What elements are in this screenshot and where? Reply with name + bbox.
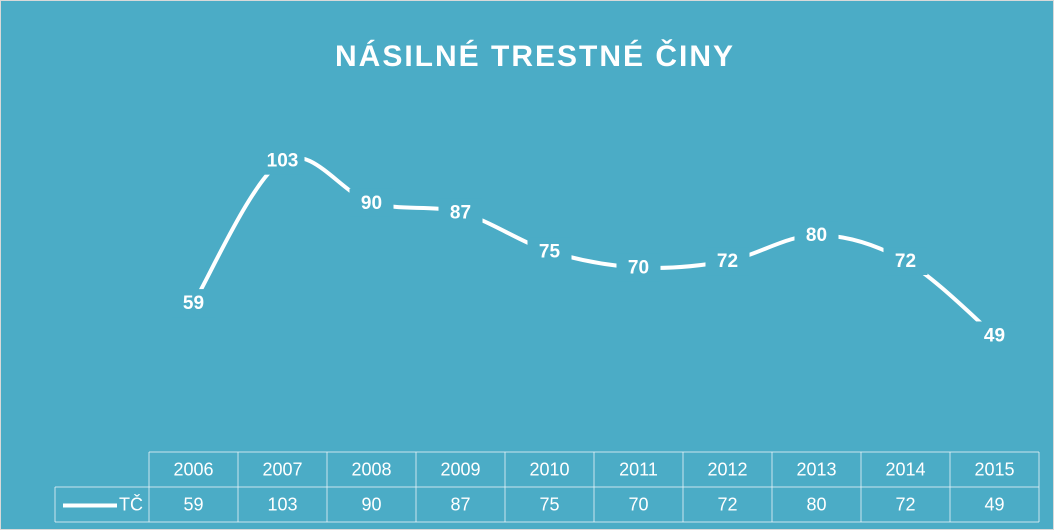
data-label: 90 xyxy=(361,193,382,214)
x-tick-label: 2014 xyxy=(885,459,925,479)
data-label: 80 xyxy=(806,225,827,246)
data-label: 72 xyxy=(717,251,738,272)
table-value: 70 xyxy=(628,494,648,514)
table-value: 75 xyxy=(539,494,559,514)
x-tick-label: 2008 xyxy=(351,459,391,479)
data-label: 70 xyxy=(628,258,649,279)
chart-title: NÁSILNÉ TRESTNÉ ČINY xyxy=(335,39,735,73)
table-value: 59 xyxy=(183,494,203,514)
label-bg xyxy=(171,289,216,318)
data-label: 59 xyxy=(183,293,204,314)
table-value: 103 xyxy=(267,494,297,514)
label-bg xyxy=(438,198,483,227)
label-bg xyxy=(972,321,1017,350)
label-bg xyxy=(705,247,750,276)
label-bg xyxy=(260,146,305,175)
label-bg xyxy=(349,188,394,217)
data-label: 103 xyxy=(267,151,299,172)
x-tick-label: 2006 xyxy=(173,459,213,479)
label-bg xyxy=(616,253,661,282)
table-value: 87 xyxy=(450,494,470,514)
table-value: 80 xyxy=(806,494,826,514)
legend-label: TČ xyxy=(119,493,143,514)
data-label: 75 xyxy=(539,241,561,262)
x-tick-label: 2009 xyxy=(440,459,480,479)
data-label: 87 xyxy=(450,202,471,223)
table-value: 72 xyxy=(895,494,915,514)
x-tick-label: 2010 xyxy=(529,459,569,479)
label-bg xyxy=(527,237,572,266)
table-value: 90 xyxy=(361,494,381,514)
x-tick-label: 2007 xyxy=(262,459,302,479)
table-value: 49 xyxy=(984,494,1004,514)
table-value: 72 xyxy=(717,494,737,514)
label-bg xyxy=(883,247,928,276)
x-tick-label: 2011 xyxy=(619,459,658,479)
label-bg xyxy=(794,221,839,250)
x-tick-label: 2012 xyxy=(707,459,747,479)
data-label: 72 xyxy=(895,251,916,272)
data-label: 49 xyxy=(984,325,1005,346)
x-tick-label: 2013 xyxy=(796,459,836,479)
x-tick-label: 2015 xyxy=(974,459,1014,479)
